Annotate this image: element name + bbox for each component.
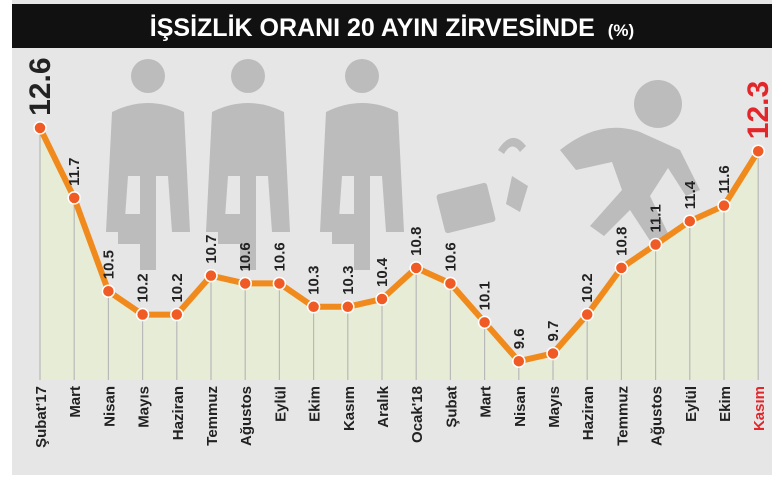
value-label: 10.3: [306, 266, 323, 295]
series-line: [37, 124, 762, 365]
x-tick-label: Şubat: [443, 386, 460, 428]
x-tick-label-layer: Şubat'17 Mart Nisan Mayıs Haziran Temmuz Ağust…: [33, 385, 768, 448]
data-point: [477, 315, 492, 330]
x-tick-label: Temmuz: [614, 386, 631, 446]
title-bar: [12, 4, 772, 48]
value-label: 10.6: [237, 242, 254, 271]
area-layer: [40, 127, 759, 381]
x-tick-label: Ekim: [307, 386, 324, 422]
dropline-layer: [39, 127, 759, 380]
data-point: [683, 214, 697, 228]
data-point: [546, 346, 560, 361]
data-point: [648, 237, 663, 252]
value-label: 10.8: [408, 227, 425, 256]
series-area: [40, 127, 759, 381]
value-label: 10.2: [135, 273, 152, 302]
data-point: [306, 300, 321, 314]
value-label: 10.6: [442, 242, 459, 271]
value-label: 11.6: [716, 165, 733, 193]
data-point: [443, 276, 458, 291]
x-tick-label: Eylül: [272, 386, 289, 422]
x-tick-label: Ocak'18: [409, 386, 426, 443]
marker-layer: [33, 121, 765, 368]
value-label: 10.7: [203, 234, 220, 263]
value-label: 10.3: [340, 266, 357, 295]
x-tick-label: Mayıs: [546, 386, 563, 428]
x-tick-label: Nisan: [101, 386, 118, 427]
chart-title: İŞSİZLİK ORANI 20 AYIN ZİRVESİNDE (%): [150, 14, 634, 42]
data-point: [375, 292, 389, 306]
value-label: 11.1: [648, 204, 665, 232]
data-point: [33, 121, 47, 135]
data-point: [409, 261, 423, 275]
x-tick-label: Haziran: [580, 386, 597, 440]
value-label: 11.4: [682, 180, 699, 209]
value-label: 10.8: [613, 227, 630, 256]
series-line-layer: [37, 124, 762, 365]
x-tick-label: Mart: [67, 386, 84, 418]
falling-briefcase-icon: [436, 137, 528, 234]
data-point: [751, 144, 765, 158]
value-label: 12.3: [742, 81, 775, 139]
data-point: [204, 268, 218, 283]
value-label: 11.7: [66, 158, 83, 186]
x-tick-label: Ağustos: [649, 386, 666, 446]
value-label: 10.4: [374, 257, 391, 287]
data-point: [135, 307, 150, 322]
data-point: [512, 354, 526, 368]
running-man-icon: [560, 80, 700, 256]
x-tick-label: Mart: [478, 386, 495, 418]
data-point: [238, 276, 252, 291]
value-label: 10.5: [100, 250, 117, 279]
value-label: 10.1: [477, 281, 494, 310]
data-point: [170, 307, 184, 322]
x-tick-label: Ağustos: [238, 386, 255, 446]
value-label: 12.6: [24, 57, 57, 115]
value-label: 10.2: [579, 273, 596, 302]
x-tick-label: Şubat'17: [33, 386, 50, 448]
value-label: 9.7: [545, 321, 562, 342]
value-label-layer: 12.6 11.7 10.5 10.2 10.2 10.7 10.6 10.6 10.3 10.3…: [24, 57, 775, 349]
title-text: İŞSİZLİK ORANI 20 AYIN ZİRVESİNDE: [150, 14, 595, 42]
data-point: [341, 300, 355, 314]
title-unit: (%): [608, 21, 634, 40]
data-point: [101, 284, 116, 298]
x-tick-label: Temmuz: [204, 386, 221, 446]
illustration-group: [106, 59, 700, 270]
x-tick-label: Kasım: [751, 386, 768, 431]
value-label: 10.6: [271, 242, 288, 271]
value-label: 9.6: [511, 328, 528, 349]
data-point: [272, 276, 287, 291]
x-tick-label: Kasım: [341, 386, 358, 431]
value-label: 10.2: [169, 273, 186, 302]
x-tick-label: Mayıs: [136, 386, 153, 428]
x-tick-label: Eylül: [683, 386, 700, 422]
x-tick-label: Ekim: [717, 386, 734, 422]
x-tick-label: Haziran: [170, 386, 187, 440]
x-tick-label: Nisan: [512, 386, 529, 427]
standing-man-1-icon: [106, 59, 190, 270]
standing-man-2-icon: [206, 59, 290, 270]
standing-man-3-icon: [320, 59, 404, 270]
x-tick-label: Aralık: [375, 385, 392, 427]
data-point: [614, 261, 629, 275]
data-point: [580, 307, 594, 322]
data-point: [67, 191, 81, 205]
data-point: [717, 198, 731, 213]
